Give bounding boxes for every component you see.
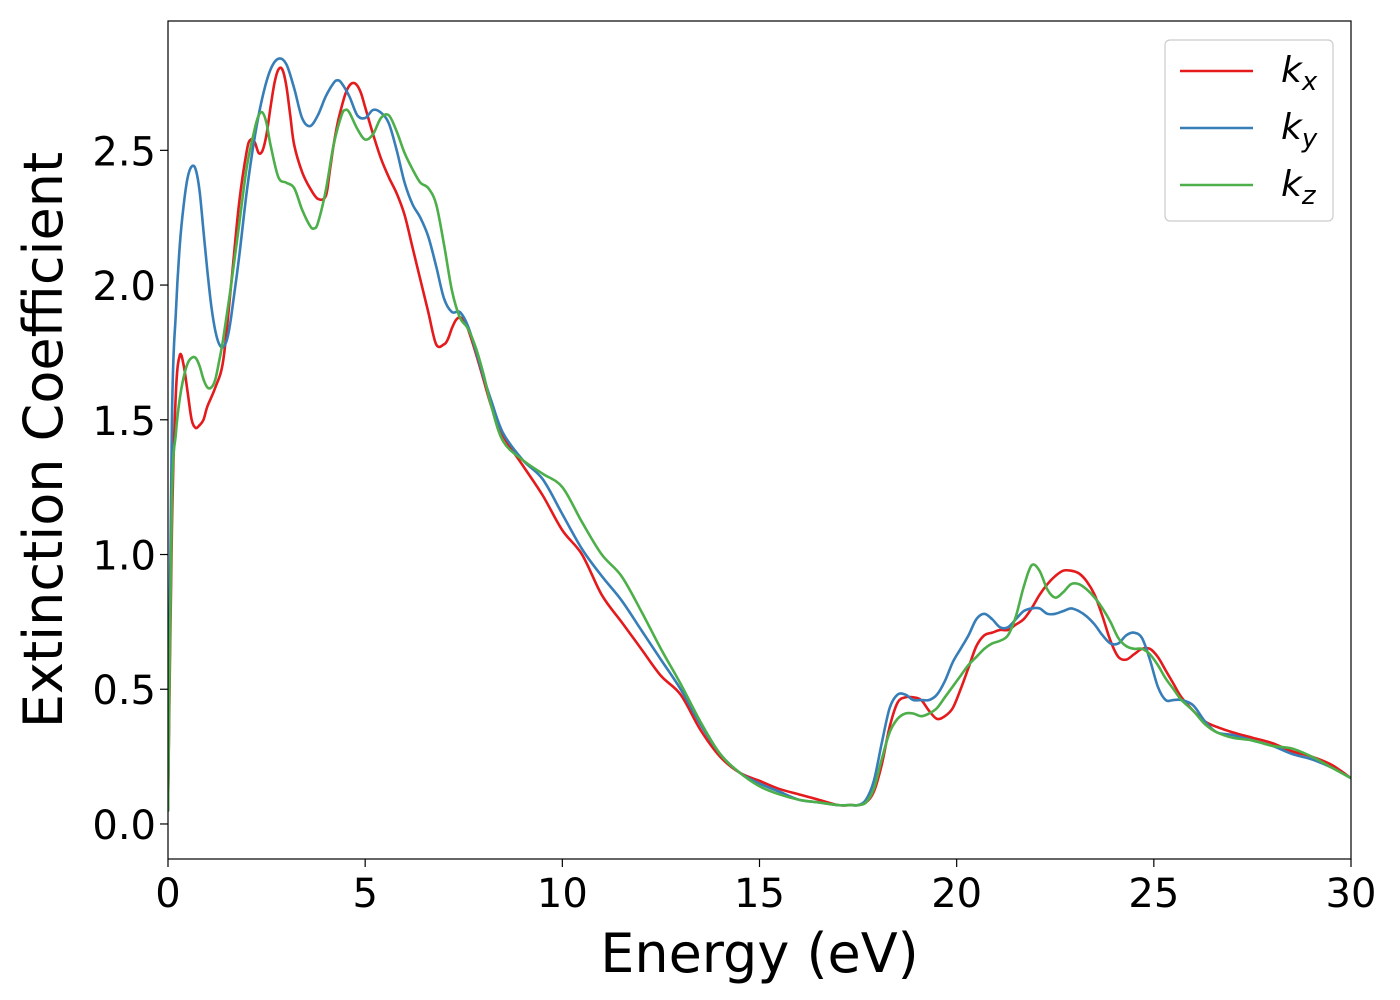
legend-frame: [1164, 39, 1334, 222]
x-axis-title: Energy (eV): [600, 922, 919, 985]
plot-area: [167, 20, 1352, 860]
x-tick-label: 10: [537, 871, 588, 917]
y-tick-label: 2.5: [92, 129, 156, 175]
y-tick-label: 1.0: [92, 534, 156, 580]
x-tick-label: 30: [1326, 871, 1377, 917]
x-tick-label: 5: [352, 871, 377, 917]
x-tick-label: 15: [734, 871, 785, 917]
y-tick-label: 1.5: [92, 399, 156, 445]
x-tick-label: 20: [931, 871, 982, 917]
series-layer: [168, 57, 1351, 812]
y-tick-label: 2.0: [92, 264, 156, 310]
y-tick-label: 0.5: [92, 668, 156, 714]
series-line-k-y: [168, 57, 1351, 812]
y-axis: 0.0 0.5 1.0 1.5 2.0 2.5: [92, 129, 168, 849]
x-tick-label: 25: [1128, 871, 1179, 917]
x-tick-label: 0: [155, 871, 180, 917]
series-line-k-x: [168, 66, 1351, 812]
y-tick-label: 0.0: [92, 803, 156, 849]
y-axis-title: Extinction Coefficient: [12, 152, 75, 728]
series-line-k-z: [168, 108, 1351, 812]
x-axis: 0 5 10 15 20 25 30: [155, 859, 1376, 917]
